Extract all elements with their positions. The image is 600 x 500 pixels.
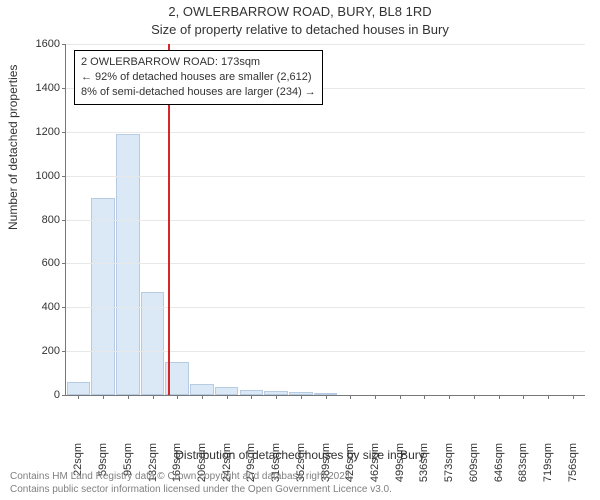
y-tick-label: 1400 [36,82,66,94]
y-tick-label: 200 [42,345,66,357]
gridline [66,176,585,177]
plot-area: 0200400600800100012001400160022sqm59sqm9… [65,44,585,396]
callout-line: 8% of semi-detached houses are larger (2… [81,85,316,100]
footer-line-1: Contains HM Land Registry data © Crown c… [10,470,590,483]
gridline [66,44,585,45]
chart-title-line1: 2, OWLERBARROW ROAD, BURY, BL8 1RD [0,4,600,19]
bar [91,198,114,395]
gridline [66,263,585,264]
x-tick-mark [202,395,203,399]
y-tick-label: 400 [42,301,66,313]
x-tick-mark [400,395,401,399]
x-tick-mark [251,395,252,399]
x-tick-mark [474,395,475,399]
bar [190,384,213,395]
y-tick-label: 800 [42,214,66,226]
y-tick-label: 600 [42,257,66,269]
callout-box: 2 OWLERBARROW ROAD: 173sqm← 92% of detac… [74,50,323,105]
callout-line: 2 OWLERBARROW ROAD: 173sqm [81,55,316,70]
footer-line-2: Contains public sector information licen… [10,483,590,496]
bar [116,134,139,395]
x-tick-mark [449,395,450,399]
bar [215,387,238,395]
gridline [66,220,585,221]
x-tick-mark [350,395,351,399]
chart-title-line2: Size of property relative to detached ho… [0,22,600,37]
x-axis-label: Distribution of detached houses by size … [0,448,600,462]
x-tick-mark [548,395,549,399]
x-tick-mark [499,395,500,399]
x-tick-mark [326,395,327,399]
x-tick-mark [128,395,129,399]
gridline [66,132,585,133]
footer: Contains HM Land Registry data © Crown c… [10,470,590,496]
x-tick-mark [103,395,104,399]
x-tick-mark [276,395,277,399]
y-tick-label: 1600 [36,38,66,50]
x-tick-mark [523,395,524,399]
y-tick-label: 1000 [36,170,66,182]
x-tick-mark [573,395,574,399]
x-tick-mark [78,395,79,399]
y-axis-label: Number of detached properties [6,65,20,230]
x-tick-mark [177,395,178,399]
bar [67,382,90,395]
x-tick-mark [301,395,302,399]
gridline [66,351,585,352]
x-tick-mark [227,395,228,399]
x-tick-mark [424,395,425,399]
y-tick-label: 1200 [36,126,66,138]
figure: 2, OWLERBARROW ROAD, BURY, BL8 1RD Size … [0,0,600,500]
y-tick-label: 0 [54,389,66,401]
callout-line: ← 92% of detached houses are smaller (2,… [81,70,316,85]
gridline [66,307,585,308]
x-tick-mark [375,395,376,399]
x-tick-mark [153,395,154,399]
